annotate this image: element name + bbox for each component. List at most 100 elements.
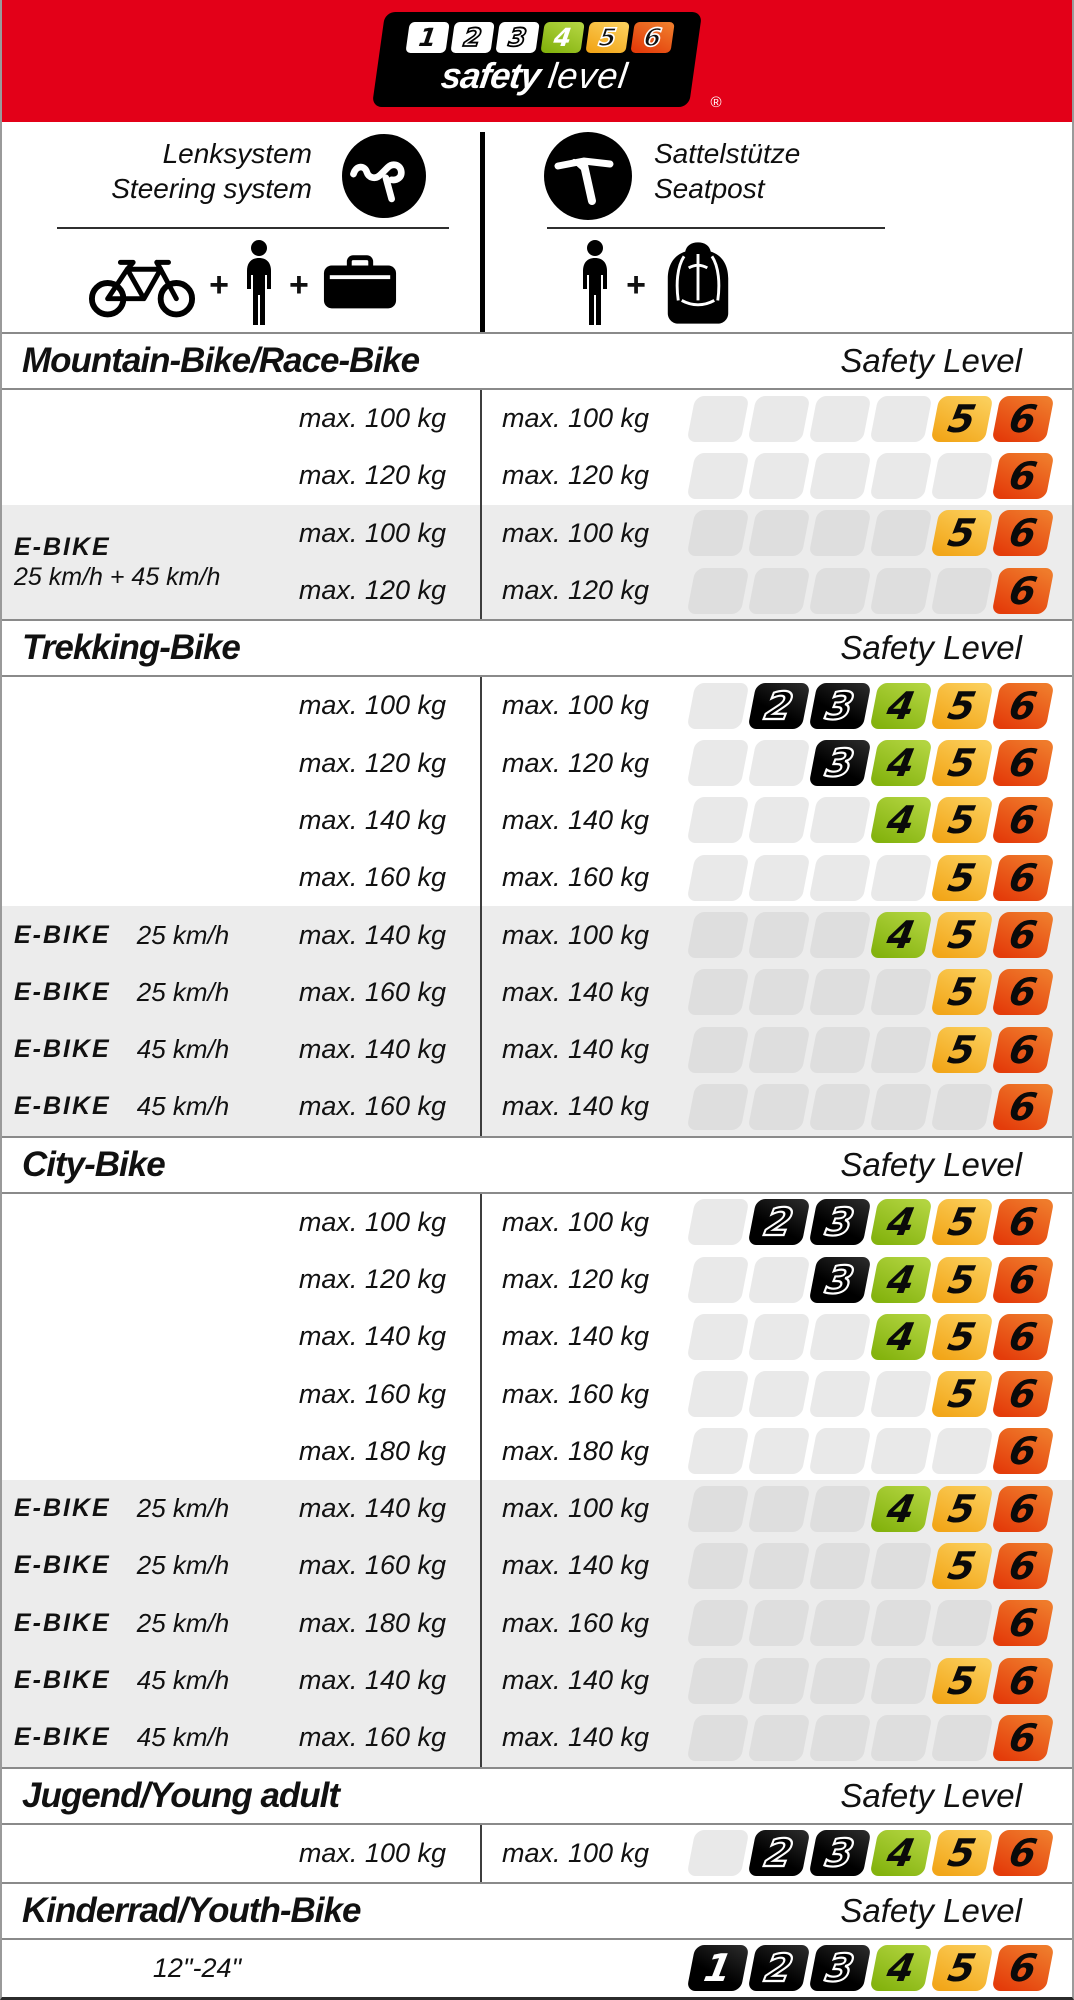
steering-max-load-label: max. 120 kg <box>298 575 446 606</box>
table-row: max. 100 kg max. 100 kg 5 6 <box>2 390 1072 448</box>
ebike-label: E-BIKE <box>14 1494 111 1523</box>
safety-level-placeholder <box>686 682 750 729</box>
safety-level-badge-6: 6 <box>991 797 1055 844</box>
table-row: max. 140 kg max. 140 kg 4 5 6 <box>2 791 1072 850</box>
safety-level-badge-6: 6 <box>991 912 1055 959</box>
section-title: Kinderrad/Youth-Bike <box>22 1890 361 1930</box>
safety-level-badge-2: 2 <box>747 1945 811 1992</box>
safety-level-badge-5: 5 <box>930 1945 994 1992</box>
plus-sign: + <box>289 265 309 304</box>
safety-level-placeholder <box>808 452 872 499</box>
section-header-kinderrad-youth-bike: Kinderrad/Youth-Bike Safety Level <box>2 1881 1072 1940</box>
safety-level-placeholder <box>686 1830 750 1877</box>
table-row: E-BIKE 25 km/h max. 180 kg max. 160 kg 6 <box>2 1594 1072 1652</box>
steering-max-load-label: max. 160 kg <box>298 1550 446 1581</box>
table-row: E-BIKE 45 km/h max. 140 kg max. 140 kg 5 6 <box>2 1651 1072 1710</box>
safety-level-placeholder <box>869 1083 933 1130</box>
seatpost-icon <box>544 132 632 225</box>
safety-level-badge-4: 4 <box>869 1485 933 1532</box>
column-legend-header: Lenksystem Steering system <box>2 122 1072 332</box>
safety-level-badges: 6 <box>686 1428 1072 1475</box>
safety-level-badge-3: 3 <box>808 1830 872 1876</box>
safety-level-placeholder <box>869 1542 933 1589</box>
ebike-speed-label: 45 km/h <box>136 1665 230 1696</box>
seatpost-title-en: Seatpost <box>654 173 765 204</box>
safety-level-badge-3: 3 <box>808 1199 872 1245</box>
section-title: Trekking-Bike <box>22 628 241 668</box>
seatpost-max-load-label: max. 100 kg <box>502 1837 650 1868</box>
safety-level-badge-3: 3 <box>808 740 872 786</box>
safety-level-placeholder <box>686 969 750 1016</box>
safety-level-badges: 6 <box>686 452 1072 499</box>
ebike-speed-label: 25 km/h <box>136 1607 230 1638</box>
seatpost-max-load-label: max. 100 kg <box>502 517 650 548</box>
table-row: max. 100 kg max. 100 kg 2 3 4 5 6 <box>2 1193 1072 1251</box>
section-title: City-Bike <box>22 1144 166 1184</box>
safety-level-placeholder <box>686 1600 750 1647</box>
seatpost-max-load-label: max. 100 kg <box>502 690 650 721</box>
ebike-label: E-BIKE <box>14 1035 111 1064</box>
safety-level-placeholder <box>747 1428 811 1475</box>
safety-level-placeholder <box>869 510 933 557</box>
safety-level-badge-4: 4 <box>869 1256 933 1303</box>
safety-level-badge-6: 6 <box>991 1026 1055 1073</box>
steering-load-cell: E-BIKE 25 km/h max. 160 kg <box>2 963 482 1021</box>
safety-level-placeholder <box>686 1313 750 1360</box>
steering-max-load-label: max. 140 kg <box>298 1493 446 1524</box>
safety-level-badge-6: 6 <box>991 740 1055 787</box>
safety-level-label: Safety Level <box>840 629 1022 667</box>
safety-level-placeholder <box>686 1199 750 1246</box>
safety-level-badge-5: 5 <box>930 682 994 729</box>
table-row: E-BIKE 45 km/h max. 160 kg max. 140 kg 6 <box>2 1709 1072 1767</box>
vertical-divider <box>480 132 485 332</box>
safety-level-badge-6: 6 <box>991 1083 1055 1130</box>
suitcase-icon <box>322 254 398 316</box>
seatpost-max-load-label: max. 120 kg <box>502 460 650 491</box>
steering-max-load-label: max. 140 kg <box>298 1034 446 1065</box>
seatpost-max-load-label: max. 140 kg <box>502 1665 650 1696</box>
safety-level-placeholder <box>808 1026 872 1073</box>
safety-level-badge-5: 5 <box>930 1485 994 1532</box>
safety-level-placeholder <box>808 395 872 442</box>
steering-load-cell: 12"-24" <box>2 1940 482 1997</box>
safety-level-placeholder <box>686 1428 750 1475</box>
safety-level-badges: 6 <box>686 1714 1072 1761</box>
seatpost-max-load-label: max. 120 kg <box>502 575 650 606</box>
safety-level-placeholder <box>808 1714 872 1761</box>
logo-digit-6: 6 <box>630 22 675 53</box>
section-header-jugend-young-adult: Jugend/Young adult Safety Level <box>2 1766 1072 1825</box>
ebike-label: E-BIKE <box>14 1551 111 1580</box>
steering-load-cell: max. 120 kg <box>2 1250 482 1309</box>
seatpost-max-load-label: max. 100 kg <box>502 403 650 434</box>
table-row: max. 120 kg max. 120 kg 3 4 5 6 <box>2 1250 1072 1309</box>
steering-load-cell: E-BIKE 25 km/h max. 140 kg <box>2 906 482 964</box>
safety-level-placeholder <box>869 969 933 1016</box>
safety-level-placeholder <box>747 740 811 787</box>
logo-digit-2: 2 <box>450 22 495 53</box>
steering-max-load-label: max. 160 kg <box>298 1091 446 1122</box>
backpack-icon <box>660 240 736 331</box>
safety-level-badge-5: 5 <box>930 740 994 787</box>
safety-level-badge-5: 5 <box>930 1657 994 1704</box>
seatpost-max-load-label: max. 100 kg <box>502 919 650 950</box>
safety-level-placeholder <box>747 510 811 557</box>
safety-level-badge-5: 5 <box>930 854 994 901</box>
steering-max-load-label: max. 100 kg <box>298 403 446 434</box>
logo-digit-5: 5 <box>585 22 630 53</box>
safety-level-placeholder <box>686 1371 750 1418</box>
safety-level-badge-5: 5 <box>930 1542 994 1589</box>
steering-load-cell: E-BIKE 45 km/h max. 160 kg <box>2 1709 482 1767</box>
safety-level-badge-4: 4 <box>869 912 933 959</box>
steering-max-load-label: max. 160 kg <box>298 862 446 893</box>
steering-max-load-label: max. 100 kg <box>298 1206 446 1237</box>
steering-max-load-label: max. 160 kg <box>298 976 446 1007</box>
registered-trademark: ® <box>710 94 722 111</box>
safety-level-placeholder <box>808 1542 872 1589</box>
logo-digit-1: 1 <box>405 22 450 53</box>
